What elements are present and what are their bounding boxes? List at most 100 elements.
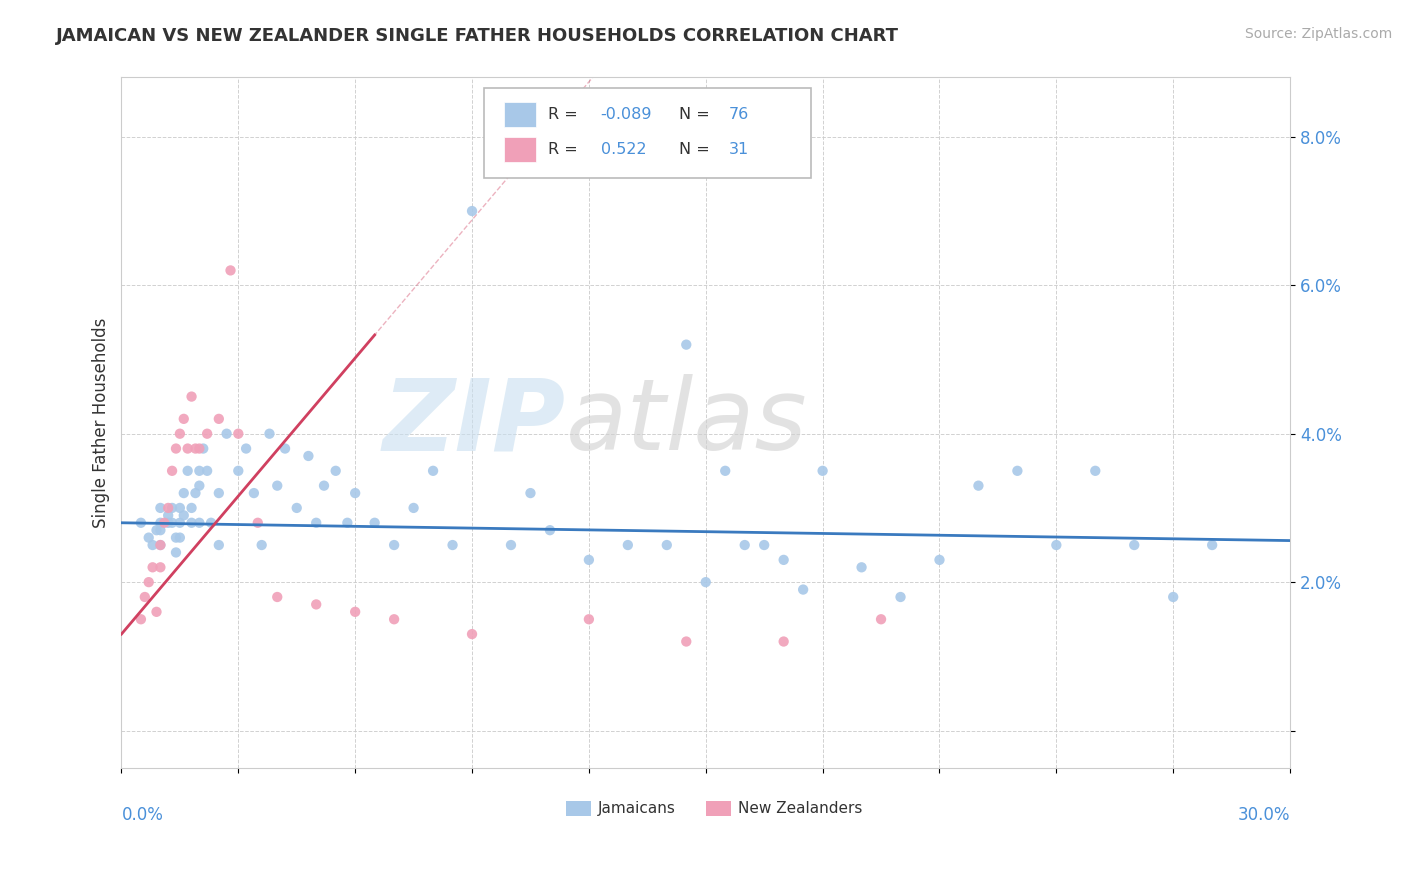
Point [195,426,218,441]
Point [772,553,794,567]
Point [173,412,195,426]
Point [928,553,950,567]
Point [173,486,195,500]
Point [208,538,231,552]
Point [402,500,425,515]
Point [461,204,484,219]
Point [617,538,640,552]
Point [870,612,893,626]
Point [695,575,717,590]
Point [325,464,347,478]
Point [149,560,172,574]
Point [305,516,328,530]
Point [675,634,697,648]
Text: -0.089: -0.089 [600,107,652,122]
Point [138,531,160,545]
Text: Source: ZipAtlas.com: Source: ZipAtlas.com [1244,27,1392,41]
Point [169,516,191,530]
Point [149,500,172,515]
Point [538,523,561,537]
Point [578,612,600,626]
Text: R =: R = [548,142,578,157]
Point [149,538,172,552]
Point [149,516,172,530]
Point [344,605,367,619]
Text: N =: N = [679,142,710,157]
Point [149,523,172,537]
Point [422,464,444,478]
Point [714,464,737,478]
Bar [503,136,536,161]
Point [129,612,152,626]
Point [382,538,405,552]
Point [169,500,191,515]
Point [285,500,308,515]
Point [1007,464,1029,478]
Point [142,560,165,574]
Point [138,575,160,590]
Y-axis label: Single Father Households: Single Father Households [93,318,110,528]
Point [160,464,183,478]
Point [675,337,697,351]
Point [142,538,165,552]
Point [188,442,211,456]
Point [259,426,281,441]
Point [165,531,187,545]
Point [208,486,231,500]
Point [160,516,183,530]
Point [235,442,257,456]
Point [336,516,359,530]
Point [134,590,156,604]
Point [441,538,464,552]
Point [157,500,180,515]
Point [967,478,990,492]
Point [173,508,195,523]
Point [772,634,794,648]
Point [519,486,541,500]
Point [250,538,273,552]
Point [188,478,211,492]
Point [169,426,191,441]
Point [160,500,183,515]
Point [246,516,269,530]
Point [312,478,335,492]
Point [305,598,328,612]
Point [792,582,814,597]
Point [266,478,288,492]
Text: 76: 76 [730,107,749,122]
Point [889,590,911,604]
Point [297,449,319,463]
Point [578,553,600,567]
Text: 30.0%: 30.0% [1237,805,1291,823]
Point [180,390,202,404]
Point [266,590,288,604]
Point [226,464,249,478]
Point [219,263,242,277]
Text: 0.522: 0.522 [600,142,647,157]
Point [165,545,187,559]
Point [811,464,834,478]
Point [180,500,202,515]
Point [226,426,249,441]
Point [176,464,198,478]
Bar [503,103,536,128]
Point [243,486,266,500]
Text: R =: R = [548,107,578,122]
Point [851,560,873,574]
Point [208,412,231,426]
Point [195,464,218,478]
Point [188,464,211,478]
Point [754,538,776,552]
Point [145,523,167,537]
Point [499,538,522,552]
Text: ZIP: ZIP [382,374,565,471]
Point [200,516,222,530]
Point [344,486,367,500]
Point [145,605,167,619]
Point [461,627,484,641]
Point [129,516,152,530]
Text: New Zealanders: New Zealanders [738,801,863,816]
Point [1201,538,1223,552]
Point [184,486,207,500]
Bar [706,801,731,816]
